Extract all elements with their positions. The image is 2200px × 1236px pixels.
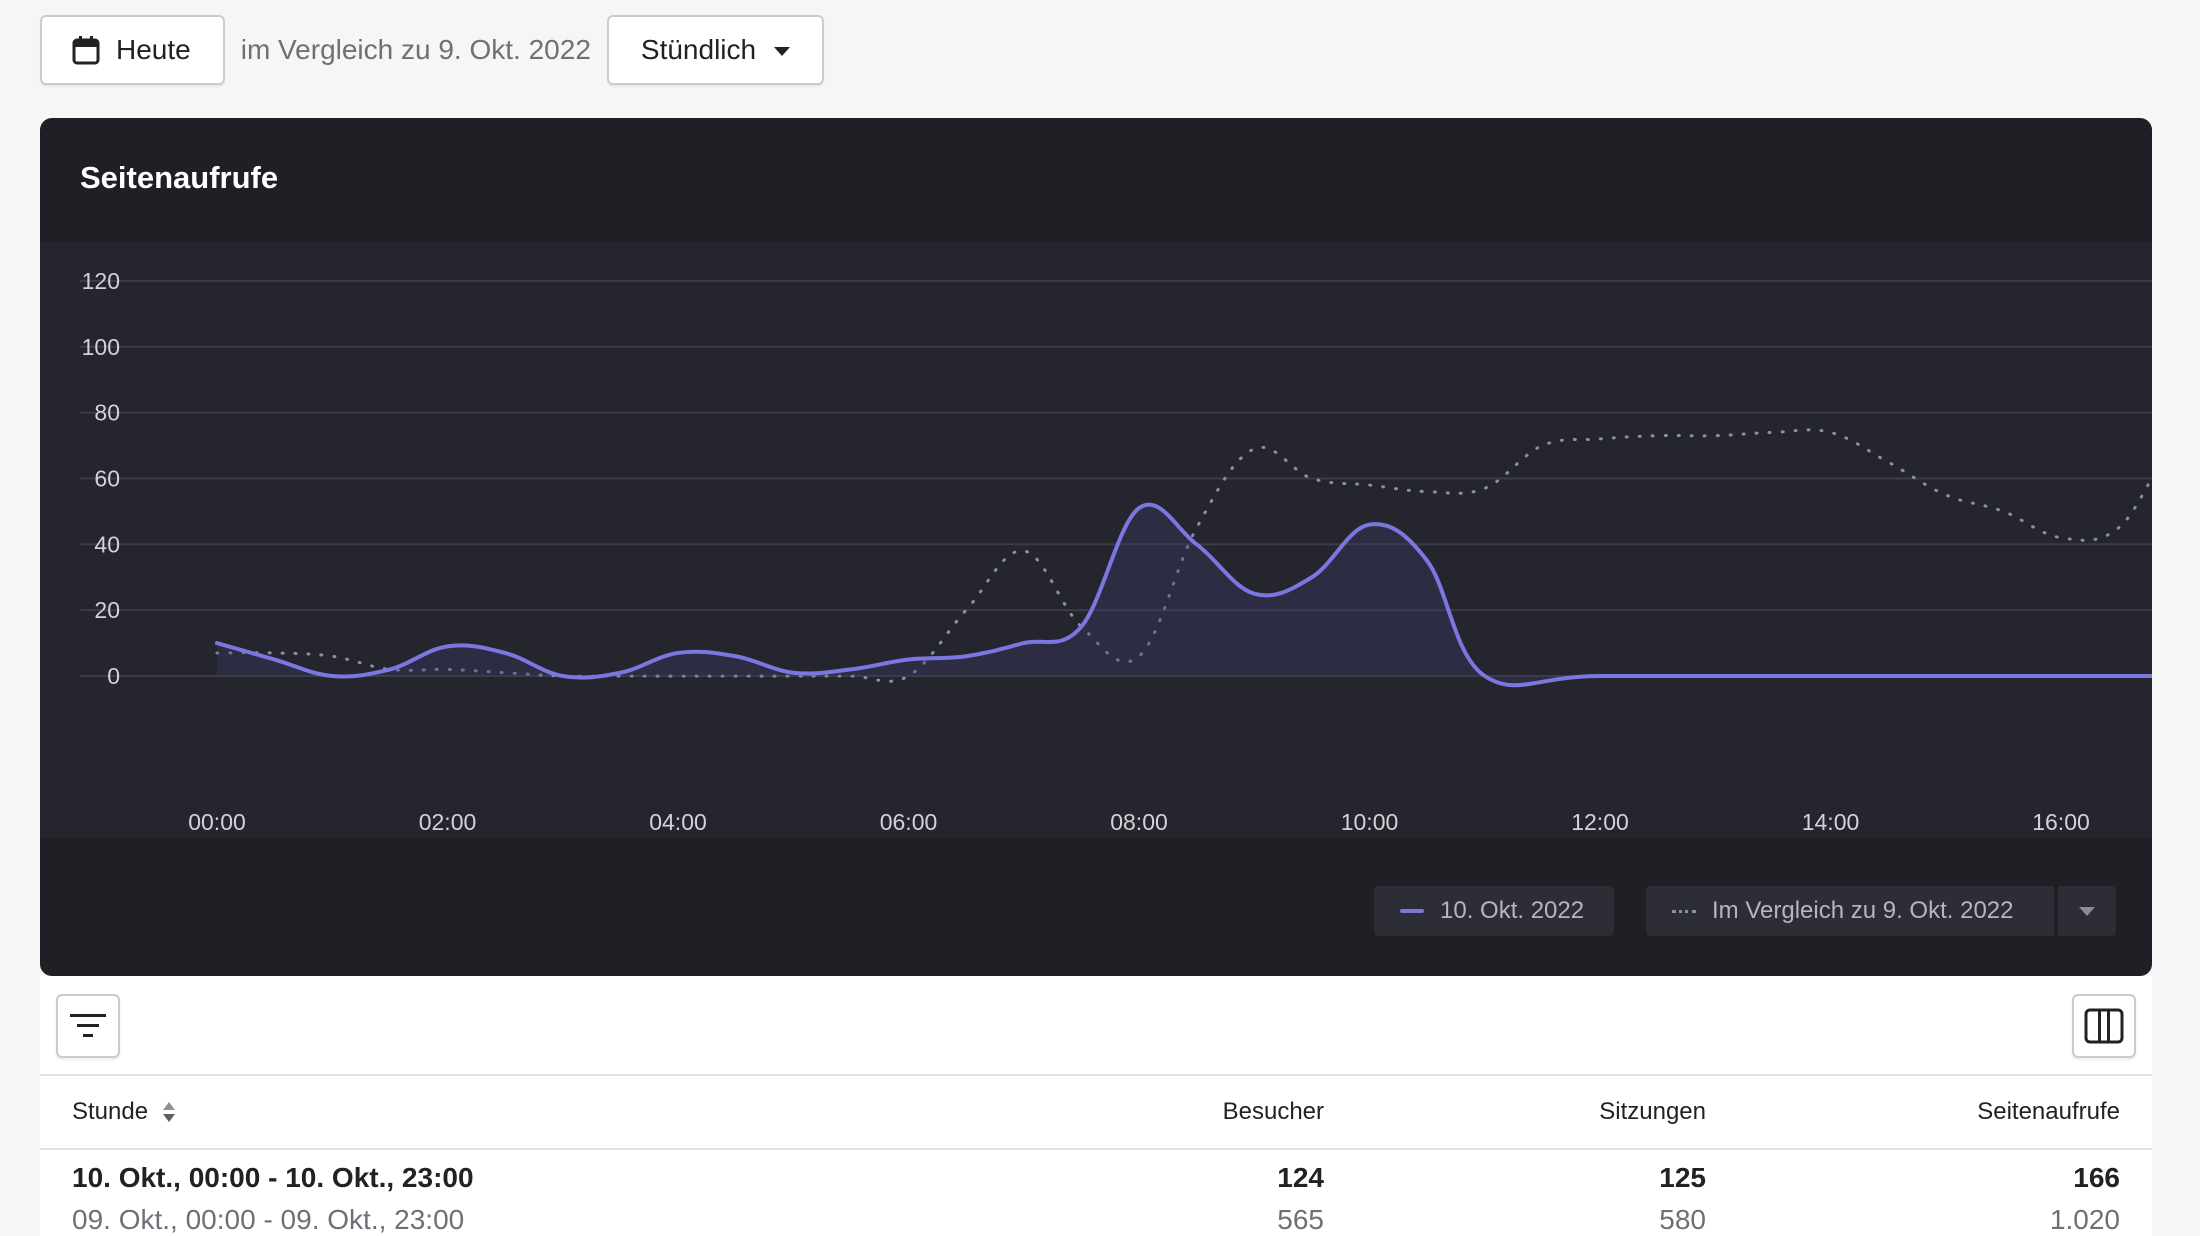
filter-icon: [70, 1014, 106, 1037]
column-header-visitors[interactable]: Besucher: [1222, 1098, 1324, 1125]
x-tick-label: 02:00: [419, 809, 477, 835]
comparison-text: im Vergleich zu 9. Okt. 2022: [240, 34, 591, 65]
legend-dropdown-button[interactable]: [2058, 886, 2116, 936]
x-tick-label: 06:00: [880, 809, 938, 835]
column-header-hour-label: Stunde: [72, 1098, 149, 1125]
x-tick-label: 10:00: [1341, 809, 1399, 835]
filter-button[interactable]: [56, 994, 120, 1058]
solid-line-swatch-icon: [1400, 909, 1424, 913]
y-tick-label: 120: [82, 268, 120, 294]
series-area-current: [217, 504, 2152, 686]
column-header-hour[interactable]: Stunde: [72, 1098, 176, 1126]
x-tick-label: 00:00: [188, 809, 246, 835]
calendar-icon: [72, 36, 100, 65]
series-line-compare: [215, 428, 2152, 683]
row-sessions: 580: [1659, 1204, 1706, 1235]
report-toolbar: Heute im Vergleich zu 9. Okt. 2022 Stünd…: [40, 14, 825, 86]
legend-current-period[interactable]: 10. Okt. 2022: [1374, 886, 1614, 936]
y-tick-label: 40: [94, 531, 120, 557]
chart-title: Seitenaufrufe: [80, 160, 279, 195]
chart-card: Seitenaufrufe 0 20 40 60 80 100 120 00:00 02:00 0…: [40, 118, 2152, 976]
row-pageviews: 1.020: [2049, 1204, 2120, 1235]
columns-icon: [2084, 1008, 2124, 1044]
series-line-current: [215, 502, 2152, 688]
x-tick-label: 08:00: [1110, 809, 1168, 835]
row-hour: 09. Okt., 00:00 - 09. Okt., 23:00: [72, 1204, 465, 1235]
interval-label: Stündlich: [640, 34, 757, 65]
legend-comparison-period[interactable]: Im Vergleich zu 9. Okt. 2022: [1646, 886, 2054, 936]
row-sessions: 125: [1659, 1162, 1706, 1193]
row-pageviews: 166: [2073, 1162, 2120, 1193]
table-header: Stunde Besucher Sitzungen Seitenaufrufe: [40, 1076, 2152, 1150]
plot-area: [40, 242, 2152, 838]
sort-icon: [163, 1102, 176, 1122]
column-header-sessions[interactable]: Sitzungen: [1599, 1098, 1706, 1125]
legend-compare-label: Im Vergleich zu 9. Okt. 2022: [1712, 897, 2014, 924]
chevron-down-icon: [774, 47, 791, 56]
chevron-down-icon: [2079, 906, 2095, 916]
columns-button[interactable]: [2072, 994, 2136, 1058]
row-hour: 10. Okt., 00:00 - 10. Okt., 23:00: [72, 1162, 474, 1193]
x-tick-label: 16:00: [2032, 809, 2090, 835]
pageviews-line-chart: 0 20 40 60 80 100 120 00:00 02:00 04:00 06:00 08:00…: [80, 268, 2152, 835]
dotted-line-swatch-icon: [1672, 909, 1696, 913]
y-tick-label: 20: [94, 597, 120, 623]
table-toolbar: [40, 976, 2152, 1076]
x-tick-label: 12:00: [1571, 809, 1629, 835]
column-header-pageviews[interactable]: Seitenaufrufe: [1977, 1098, 2120, 1125]
row-visitors: 124: [1277, 1162, 1324, 1193]
x-tick-label: 14:00: [1802, 809, 1860, 835]
x-tick-label: 04:00: [649, 809, 707, 835]
y-tick-label: 0: [107, 663, 120, 689]
legend-current-label: 10. Okt. 2022: [1440, 897, 1585, 924]
date-range-label: Heute: [116, 34, 191, 65]
row-visitors: 565: [1277, 1204, 1324, 1235]
date-range-button[interactable]: Heute: [40, 15, 225, 85]
data-table-card: Stunde Besucher Sitzungen Seitenaufrufe …: [40, 976, 2152, 1236]
y-tick-label: 100: [82, 334, 120, 360]
y-tick-label: 60: [94, 465, 120, 491]
interval-select[interactable]: Stündlich: [606, 15, 825, 85]
y-tick-label: 80: [94, 400, 120, 426]
